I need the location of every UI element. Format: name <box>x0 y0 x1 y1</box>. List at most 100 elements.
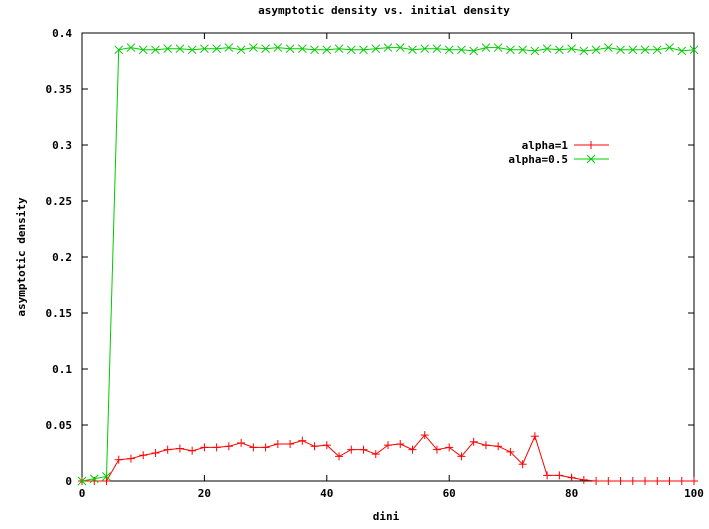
data-point <box>200 44 209 54</box>
data-point <box>261 44 270 54</box>
data-point <box>408 45 417 55</box>
data-point <box>579 46 589 56</box>
data-point <box>396 440 405 449</box>
data-point <box>151 449 160 457</box>
y-tick-labels: 0 0.05 0.1 0.15 0.2 0.25 0.3 0.35 0.4 <box>46 27 73 488</box>
data-point <box>236 45 246 55</box>
data-point <box>212 44 221 54</box>
data-point <box>151 45 160 55</box>
data-point <box>420 431 429 440</box>
data-point <box>641 477 650 485</box>
data-point <box>494 442 503 451</box>
data-point <box>371 450 380 459</box>
y-tick-label: 0.1 <box>52 363 72 376</box>
data-point <box>126 454 135 463</box>
data-point <box>555 45 564 55</box>
data-point <box>640 45 650 55</box>
data-point <box>530 46 540 56</box>
data-point <box>653 477 662 485</box>
data-point <box>408 445 417 454</box>
data-point <box>114 45 124 55</box>
x-tick-labels: 0 20 40 60 80 100 <box>79 487 704 500</box>
data-point <box>457 452 466 461</box>
data-point <box>249 43 258 52</box>
data-point <box>102 477 111 485</box>
data-point <box>273 440 282 449</box>
axis-ticks <box>81 32 695 482</box>
x-tick-label: 20 <box>198 487 211 500</box>
x-tick-label: 60 <box>443 487 456 500</box>
data-point <box>579 475 588 484</box>
data-point <box>592 477 601 485</box>
data-point <box>616 45 625 55</box>
data-point <box>371 44 381 54</box>
data-point <box>665 43 674 52</box>
y-tick-label: 0.2 <box>52 251 72 264</box>
series-alpha=0.5 <box>77 43 699 486</box>
data-point <box>689 45 699 55</box>
data-point <box>677 477 686 485</box>
y-tick-label: 0.4 <box>52 27 72 40</box>
data-point <box>346 45 356 55</box>
data-point <box>383 43 393 52</box>
x-tick-label: 100 <box>684 487 704 500</box>
data-point <box>347 445 356 454</box>
series-alpha=1 <box>78 431 698 485</box>
data-point <box>665 477 674 485</box>
data-point <box>481 43 491 52</box>
data-point <box>212 443 221 452</box>
data-point <box>200 443 209 452</box>
legend-label: alpha=1 <box>522 139 569 152</box>
data-point <box>567 473 576 482</box>
y-tick-label: 0.05 <box>46 419 73 432</box>
data-point <box>163 44 173 54</box>
data-point <box>652 45 662 55</box>
data-point <box>542 44 552 54</box>
data-point <box>237 438 246 447</box>
y-tick-label: 0.3 <box>52 139 72 152</box>
data-point <box>249 443 258 452</box>
y-axis-label: asymptotic density <box>15 197 28 317</box>
x-tick-label: 40 <box>320 487 333 500</box>
data-point <box>175 44 185 54</box>
data-point <box>457 45 466 55</box>
data-point <box>298 436 307 445</box>
data-point <box>102 472 111 481</box>
data-point <box>677 46 687 56</box>
data-point <box>506 45 515 55</box>
data-point <box>286 440 295 449</box>
data-point <box>285 44 295 54</box>
data-point <box>163 445 172 454</box>
data-point <box>322 441 331 450</box>
data-point <box>335 452 344 461</box>
data-point <box>359 45 368 55</box>
data-point <box>604 477 613 485</box>
data-point <box>591 45 601 55</box>
series-line <box>81 47 695 482</box>
data-point <box>616 477 625 485</box>
data-point <box>432 445 441 454</box>
data-point <box>175 444 184 453</box>
data-point <box>188 446 197 455</box>
data-point <box>310 45 319 55</box>
data-point <box>469 46 479 56</box>
y-tick-label: 0.15 <box>46 307 73 320</box>
plot-frame <box>81 32 695 482</box>
data-point <box>359 445 368 454</box>
data-point <box>224 442 233 451</box>
legend-label: alpha=0.5 <box>508 153 568 166</box>
data-point <box>432 44 442 54</box>
legend-marker <box>586 154 596 164</box>
data-point <box>187 45 197 55</box>
data-point <box>224 43 234 52</box>
data-point <box>261 443 270 452</box>
data-point <box>518 45 527 55</box>
data-point <box>139 451 148 460</box>
data-point <box>445 443 454 452</box>
x-axis-label: dini <box>373 510 400 523</box>
data-point <box>395 43 405 52</box>
data-point <box>469 437 478 446</box>
x-tick-label: 80 <box>565 487 578 500</box>
data-point <box>138 45 148 55</box>
